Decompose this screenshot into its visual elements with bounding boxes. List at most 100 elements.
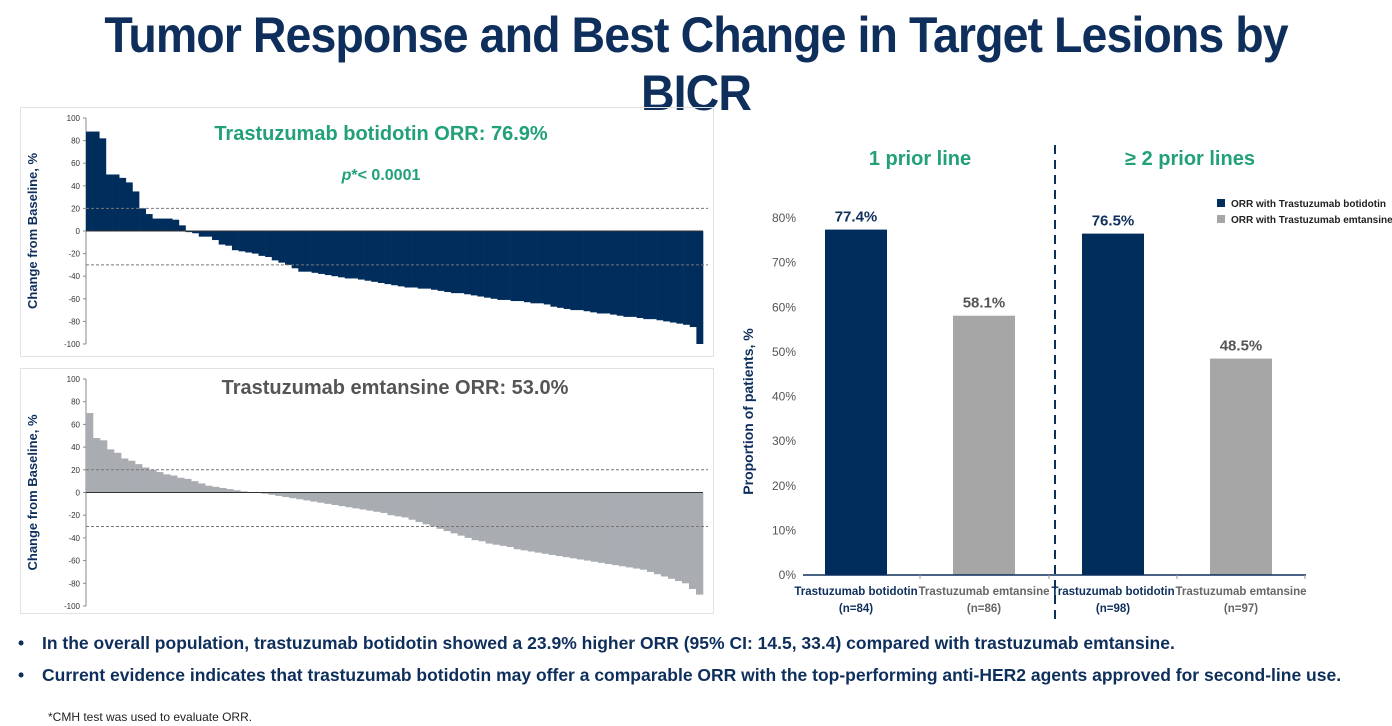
- waterfall-bar: [387, 492, 395, 516]
- waterfall-bar: [296, 492, 304, 500]
- y-tick-label: -60: [68, 295, 80, 304]
- waterfall-bar: [669, 231, 677, 323]
- waterfall-bar: [271, 231, 279, 261]
- waterfall-bar: [484, 231, 491, 298]
- waterfall-bar: [688, 492, 697, 589]
- slide-title: Tumor Response and Best Change in Target…: [104, 7, 1288, 121]
- waterfall-bar: [457, 492, 465, 536]
- y-tick-label: -80: [68, 579, 80, 588]
- waterfall-bar: [429, 492, 437, 527]
- waterfall-bar: [649, 231, 657, 320]
- waterfall-bar: [611, 492, 620, 566]
- waterfall-bar: [86, 131, 93, 231]
- waterfall-bar: [576, 231, 584, 311]
- orr-bar: [1082, 233, 1144, 575]
- waterfall-bar: [674, 492, 683, 582]
- waterfall-bar: [450, 231, 458, 294]
- waterfall-bar: [541, 492, 550, 554]
- y-tick-label: -20: [68, 511, 80, 520]
- waterfall-bar: [317, 492, 325, 503]
- waterfall-bar: [444, 231, 452, 293]
- waterfall-bar: [282, 492, 290, 498]
- waterfall-bar: [513, 492, 522, 550]
- waterfall-bar: [344, 231, 352, 279]
- y-tick-label: -40: [68, 534, 80, 543]
- waterfall-bar: [604, 492, 613, 565]
- waterfall-bar: [477, 231, 485, 297]
- p-value: p*< 0.0001: [341, 167, 421, 184]
- group-label: 1 prior line: [869, 148, 971, 170]
- y-tick-label: 80: [71, 398, 80, 407]
- waterfall-bar: [625, 492, 634, 568]
- waterfall-bar: [298, 231, 306, 272]
- orr-bar: [1210, 358, 1272, 575]
- y-tick-label: 80%: [772, 211, 796, 225]
- waterfall-bar: [107, 449, 115, 493]
- waterfall-bar: [404, 231, 412, 288]
- y-axis-label: Change from Baseline, %: [25, 414, 40, 570]
- waterfall-bar: [310, 492, 318, 502]
- legend-label: ORR with Trastuzumab emtansine: [1231, 215, 1392, 226]
- y-tick-label: -40: [68, 272, 80, 281]
- waterfall-bar: [261, 492, 269, 494]
- waterfall-bar: [178, 225, 186, 231]
- waterfall-bar: [506, 492, 514, 547]
- waterfall-bar: [285, 231, 292, 265]
- footnote: *CMH test was used to evaluate ORR.: [48, 710, 253, 724]
- waterfall-bar: [371, 231, 379, 282]
- waterfall-bar: [198, 231, 206, 237]
- waterfall-bar: [303, 492, 311, 501]
- x-category-n: (n=86): [967, 603, 1001, 615]
- waterfall-bar: [503, 231, 511, 300]
- legend-swatch-botidotin: [1217, 199, 1225, 207]
- waterfall-bar: [457, 231, 465, 294]
- waterfall-bar: [373, 492, 381, 512]
- y-tick-label: 10%: [772, 523, 796, 537]
- y-tick-label: 60%: [772, 300, 796, 314]
- waterfall-bar: [576, 492, 585, 560]
- waterfall-bar: [311, 231, 319, 273]
- waterfall-bar: [121, 458, 129, 493]
- waterfall-bar: [391, 231, 399, 286]
- y-tick-label: 70%: [772, 256, 796, 270]
- group-label: ≥ 2 prior lines: [1125, 148, 1255, 170]
- waterfall-bar: [165, 218, 173, 231]
- y-tick-label: 0: [76, 489, 81, 498]
- waterfall-bar: [233, 490, 241, 493]
- waterfall-bar: [630, 231, 637, 317]
- waterfall-bar: [278, 231, 286, 263]
- waterfall-bar: [105, 174, 113, 231]
- waterfall-bar: [695, 492, 704, 595]
- waterfall-bar: [530, 231, 538, 304]
- waterfall-bar: [251, 231, 259, 254]
- waterfall-bar: [485, 492, 493, 544]
- waterfall-bar: [681, 492, 690, 584]
- waterfall-bar: [177, 477, 185, 493]
- waterfall-bar: [100, 440, 108, 493]
- waterfall-bar: [471, 492, 479, 541]
- waterfall-bar: [555, 492, 564, 557]
- waterfall-bar: [265, 231, 273, 257]
- waterfall-bar: [597, 492, 606, 563]
- x-category-n: (n=98): [1096, 603, 1130, 615]
- waterfall-bar: [225, 231, 233, 246]
- waterfall-bar: [618, 492, 627, 567]
- waterfall-bar: [596, 231, 604, 314]
- y-tick-label: 40: [71, 443, 80, 452]
- waterfall-bar: [590, 492, 599, 562]
- waterfall-bar: [497, 231, 505, 300]
- waterfall-bar: [172, 219, 180, 231]
- waterfall-bar: [238, 231, 246, 252]
- waterfall-bar: [548, 492, 557, 555]
- waterfall-bar: [192, 231, 200, 234]
- waterfall-bar: [470, 231, 478, 296]
- y-axis-label: Change from Baseline, %: [25, 153, 40, 309]
- waterfall-bar: [490, 231, 498, 299]
- waterfall-bar: [417, 231, 425, 289]
- y-tick-label: 20: [71, 204, 80, 213]
- waterfall-bar: [401, 492, 409, 518]
- bullet-1: • In the overall population, trastuzumab …: [18, 633, 1175, 654]
- waterfall-bar: [364, 231, 372, 281]
- y-tick-label: 0: [76, 227, 81, 236]
- x-category-label: Trastuzumab emtansine: [918, 586, 1049, 598]
